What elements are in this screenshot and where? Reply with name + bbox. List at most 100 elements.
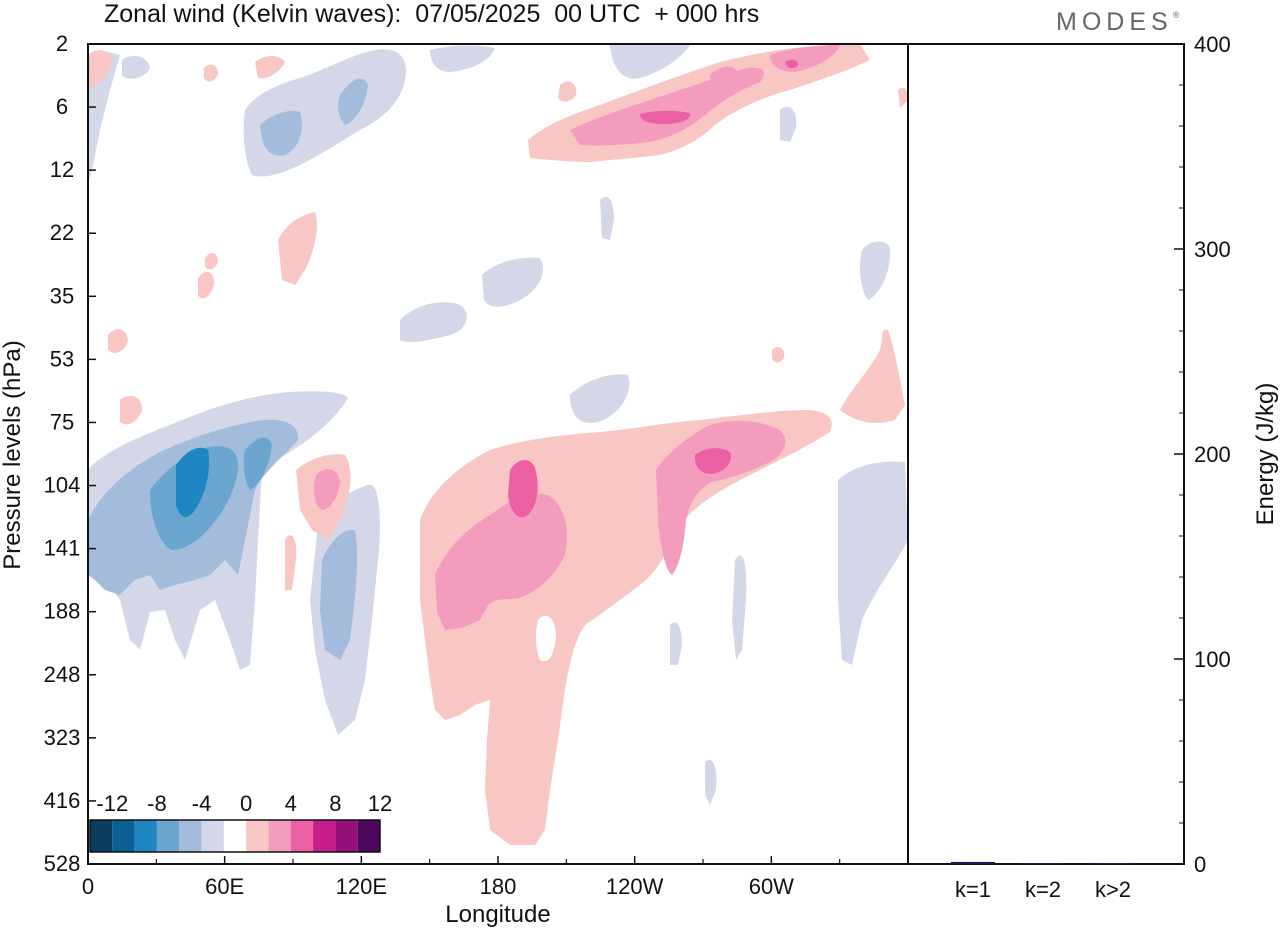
y-tick-label: 75 bbox=[50, 409, 74, 434]
contour-region bbox=[108, 329, 128, 353]
contour-region bbox=[780, 106, 797, 142]
colorbar-frame bbox=[89, 819, 381, 853]
y-tick-label: 248 bbox=[44, 662, 81, 687]
y-axis-title: Pressure levels (hPa) bbox=[0, 340, 26, 569]
y-tick-label: 188 bbox=[44, 599, 81, 624]
colorbar-swatch bbox=[335, 820, 358, 852]
colorbar-label: -8 bbox=[147, 791, 167, 816]
contour-region bbox=[337, 78, 368, 125]
contour-region bbox=[285, 535, 297, 590]
colorbar-label: 8 bbox=[329, 791, 341, 816]
contour-region bbox=[314, 469, 340, 510]
contour-region bbox=[430, 45, 495, 72]
neg-contours-core bbox=[176, 447, 210, 517]
energy-category-label: k=1 bbox=[955, 877, 991, 902]
contour-region bbox=[610, 44, 690, 79]
y-tick-label: 416 bbox=[44, 788, 81, 813]
energy-panel-frame bbox=[907, 43, 1185, 865]
contour-region bbox=[420, 410, 832, 845]
zero-holes bbox=[535, 615, 556, 662]
contour-region bbox=[772, 347, 785, 363]
energy-axis-ticks: 0 100 200 300 400 bbox=[1174, 32, 1231, 877]
colorbar-swatch bbox=[357, 820, 380, 852]
colorbar-label: 0 bbox=[240, 791, 252, 816]
contour-region bbox=[88, 50, 112, 88]
contour-region bbox=[435, 493, 567, 630]
energy-axis-title: Energy (J/kg) bbox=[1252, 383, 1279, 526]
contour-region bbox=[656, 420, 786, 575]
contour-region bbox=[710, 66, 738, 95]
brand-text: MODES bbox=[1056, 8, 1173, 36]
brand-logo: MODES® bbox=[1056, 8, 1179, 37]
colorbar-swatch bbox=[112, 820, 135, 852]
contour-region bbox=[570, 374, 630, 423]
contour-region bbox=[898, 87, 908, 108]
energy-tick-label: 300 bbox=[1194, 237, 1231, 262]
colorbar-swatch bbox=[156, 820, 180, 852]
pos-contours-strong bbox=[508, 59, 799, 518]
contour-region bbox=[260, 110, 302, 156]
contour-region bbox=[204, 64, 218, 82]
contour-region bbox=[838, 461, 908, 665]
colorbar-swatch bbox=[90, 820, 113, 852]
y-tick-label: 2 bbox=[56, 31, 68, 56]
colorbar bbox=[89, 819, 381, 853]
contour-region bbox=[732, 555, 747, 660]
energy-category-label: k=2 bbox=[1025, 877, 1061, 902]
contour-region bbox=[205, 253, 218, 270]
x-axis-title: Longitude bbox=[445, 901, 550, 928]
x-tick-label: 180 bbox=[480, 874, 517, 899]
y-axis-ticks: 2 6 12 22 35 53 75 104 141 188 248 323 416 528 bbox=[44, 31, 96, 876]
contour-region bbox=[120, 395, 142, 425]
contour-region bbox=[482, 257, 544, 307]
colorbar-labels: -12 -8 -4 0 4 8 12 bbox=[96, 791, 392, 816]
energy-bars bbox=[951, 861, 1135, 864]
colorbar-swatch bbox=[246, 820, 269, 852]
colorbar-swatch bbox=[290, 820, 314, 852]
y-tick-label: 6 bbox=[56, 94, 68, 119]
colorbar-label: 4 bbox=[285, 791, 297, 816]
energy-category-labels: k=1 k=2 k>2 bbox=[955, 877, 1131, 902]
contour-region bbox=[535, 615, 556, 662]
contour-region bbox=[400, 302, 467, 343]
energy-tick-label: 200 bbox=[1194, 442, 1231, 467]
energy-bar bbox=[1021, 863, 1065, 864]
colorbar-swatch bbox=[179, 820, 202, 852]
contour-region bbox=[320, 529, 358, 660]
y-tick-label: 528 bbox=[44, 851, 81, 876]
y-tick-label: 53 bbox=[50, 346, 74, 371]
x-tick-label: 120W bbox=[606, 874, 664, 899]
x-tick-label: 0 bbox=[82, 874, 94, 899]
contour-region bbox=[508, 459, 538, 518]
colorbar-label: -4 bbox=[192, 791, 212, 816]
y-tick-label: 35 bbox=[50, 283, 74, 308]
energy-category-label: k>2 bbox=[1095, 877, 1131, 902]
contour-region bbox=[243, 437, 272, 490]
contour-region bbox=[198, 271, 215, 299]
colorbar-label: -12 bbox=[96, 791, 128, 816]
contour-region bbox=[705, 759, 717, 805]
y-tick-label: 12 bbox=[50, 157, 74, 182]
contour-region bbox=[176, 447, 210, 517]
brand-mark: ® bbox=[1172, 10, 1180, 20]
colorbar-swatch bbox=[313, 820, 336, 852]
contour-region bbox=[670, 622, 682, 665]
contour-region bbox=[785, 59, 799, 69]
colorbar-swatch bbox=[134, 820, 157, 852]
wind-contour-field bbox=[88, 44, 908, 845]
contour-region bbox=[840, 329, 905, 423]
x-tick-label: 60E bbox=[205, 874, 244, 899]
contour-region bbox=[255, 56, 285, 79]
energy-bar bbox=[1091, 862, 1135, 864]
colorbar-swatch bbox=[223, 820, 247, 852]
chart-title: Zonal wind (Kelvin waves): 07/05/2025 00… bbox=[104, 0, 760, 28]
contour-region bbox=[860, 241, 891, 300]
energy-tick-label: 400 bbox=[1194, 32, 1231, 57]
colorbar-label: 12 bbox=[368, 791, 392, 816]
energy-bar bbox=[951, 861, 995, 864]
y-tick-label: 104 bbox=[44, 473, 81, 498]
contour-region bbox=[558, 81, 577, 102]
x-axis-ticks: 0 60E 120E 180 120W 60W bbox=[82, 856, 841, 899]
colorbar-swatch bbox=[268, 820, 291, 852]
